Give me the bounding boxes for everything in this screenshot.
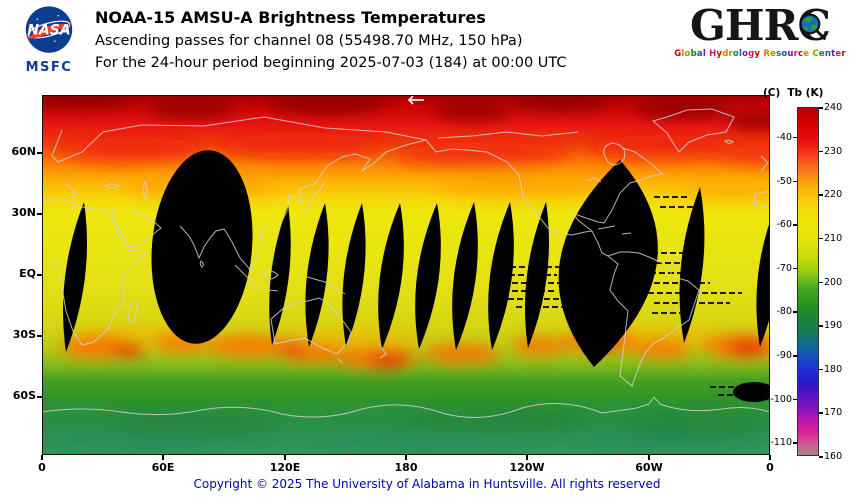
colorbar-celsius-unit: (C) bbox=[763, 87, 781, 99]
x-axis-label: 60E bbox=[151, 461, 175, 474]
globe-magnifier-icon bbox=[799, 13, 826, 40]
page-title: NOAA-15 AMSU-A Brightness Temperatures bbox=[95, 8, 486, 27]
colorbar-kelvin-title: Tb (K) bbox=[787, 87, 824, 99]
map-border bbox=[42, 95, 770, 455]
colorbar-tick bbox=[793, 311, 797, 313]
x-axis-tick bbox=[648, 455, 650, 460]
colorbar-kelvin-label: 180 bbox=[824, 363, 843, 375]
nasa-meatball-icon: NASA bbox=[25, 6, 73, 53]
colorbar-tick bbox=[793, 224, 797, 226]
colorbar-kelvin-label: 230 bbox=[824, 145, 843, 157]
msfc-label: MSFC bbox=[25, 60, 73, 75]
colorbar-tick bbox=[819, 456, 823, 458]
colorbar-gradient bbox=[797, 107, 819, 456]
y-axis-label: 30S bbox=[12, 328, 36, 341]
x-axis-tick bbox=[769, 455, 771, 460]
y-axis-tick bbox=[37, 274, 42, 276]
colorbar-celsius-label: -70 bbox=[776, 262, 792, 274]
y-axis-label: EQ bbox=[19, 267, 36, 280]
ghrc-tagline: Global Hydrology Resource Center bbox=[674, 49, 846, 59]
x-axis-label: 0 bbox=[766, 461, 774, 474]
colorbar-kelvin-label: 220 bbox=[824, 189, 843, 201]
nasa-logo[interactable]: NASA MSFC bbox=[10, 4, 88, 75]
ghrc-logo[interactable]: GHRC Global Hydrology Resource Center bbox=[670, 5, 850, 60]
data-gap-stripes bbox=[494, 196, 742, 396]
y-axis-tick bbox=[37, 396, 42, 398]
colorbar-tick bbox=[819, 237, 823, 240]
colorbar-tick bbox=[793, 355, 797, 357]
colorbar-tick bbox=[819, 107, 823, 109]
colorbar-celsius-label: -50 bbox=[776, 175, 792, 187]
colorbar-celsius-label: -90 bbox=[776, 350, 792, 361]
colorbar-tick bbox=[819, 150, 823, 153]
colorbar-units: (C) Tb (K) bbox=[763, 87, 823, 99]
x-axis-label: 120W bbox=[509, 461, 545, 474]
colorbar-tick bbox=[793, 398, 797, 401]
colorbar-kelvin-label: 210 bbox=[824, 232, 843, 244]
left-arrow-annotation bbox=[407, 95, 424, 105]
colorbar-kelvin-label: 160 bbox=[824, 451, 843, 462]
colorbar-tick bbox=[819, 281, 823, 283]
colorbar-celsius-label: -60 bbox=[776, 219, 792, 231]
x-axis-tick bbox=[526, 455, 528, 460]
colorbar-tick bbox=[819, 368, 823, 371]
y-axis-label: 60N bbox=[11, 145, 36, 158]
colorbar-tick bbox=[819, 325, 823, 327]
colorbar-tick bbox=[819, 194, 823, 196]
x-axis-label: 180 bbox=[394, 461, 418, 474]
colorbar-tick bbox=[819, 412, 823, 414]
colorbar-tick bbox=[793, 180, 797, 182]
colorbar-tick bbox=[793, 267, 797, 270]
subtitle-period: For the 24-hour period beginning 2025-07… bbox=[95, 55, 567, 71]
colorbar-celsius-label: -40 bbox=[776, 131, 792, 143]
y-axis-tick bbox=[37, 335, 42, 337]
swath-gaps bbox=[62, 150, 770, 402]
colorbar-kelvin-label: 190 bbox=[824, 320, 843, 332]
y-axis-label: 60S bbox=[12, 389, 36, 402]
copyright-text: Copyright © 2025 The University of Alaba… bbox=[193, 477, 661, 491]
y-axis-tick bbox=[37, 213, 42, 215]
x-axis-label: 60W bbox=[635, 461, 663, 474]
colorbar-celsius-label: -100 bbox=[770, 393, 792, 405]
colorbar-tick bbox=[793, 136, 797, 139]
colorbar-kelvin-label: 200 bbox=[824, 276, 843, 288]
world-map bbox=[42, 95, 770, 455]
subtitle-channel: Ascending passes for channel 08 (55498.7… bbox=[95, 33, 523, 49]
ghrc-acronym: GHRC bbox=[670, 5, 850, 47]
x-axis-tick bbox=[284, 455, 286, 460]
coastlines bbox=[42, 108, 770, 418]
nasa-wordmark: NASA bbox=[27, 23, 70, 39]
header-titles: NOAA-15 AMSU-A Brightness Temperatures A… bbox=[95, 8, 567, 77]
colorbar-kelvin-label: 170 bbox=[824, 407, 843, 419]
x-axis-label: 120E bbox=[269, 461, 301, 474]
x-axis-tick bbox=[162, 455, 164, 460]
x-axis-label: 0 bbox=[38, 461, 46, 474]
y-axis-tick bbox=[37, 152, 42, 154]
colorbar-celsius-label: -80 bbox=[776, 306, 792, 318]
x-axis-tick bbox=[41, 455, 43, 460]
x-axis-tick bbox=[405, 455, 407, 460]
colorbar-celsius-label: -110 bbox=[770, 437, 792, 449]
colorbar-kelvin-label: 240 bbox=[824, 102, 843, 113]
y-axis-label: 30N bbox=[11, 206, 36, 219]
colorbar-tick bbox=[793, 442, 797, 444]
